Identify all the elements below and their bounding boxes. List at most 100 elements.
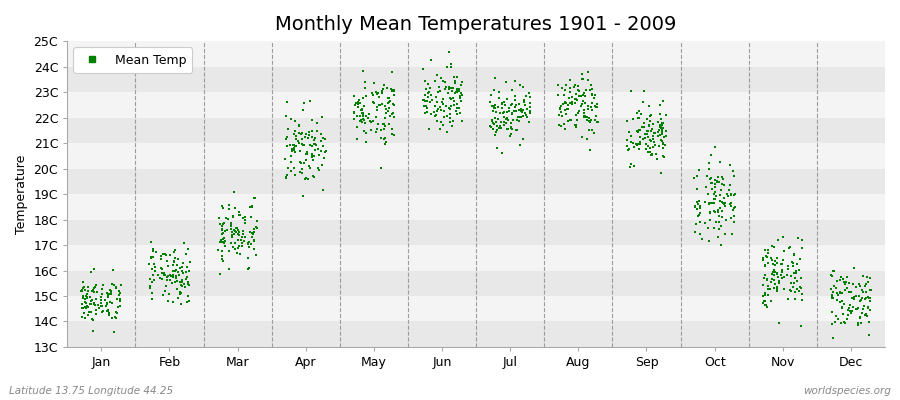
Point	[764, 298, 778, 304]
Point	[446, 98, 461, 104]
Point	[862, 319, 877, 325]
Point	[656, 144, 670, 151]
Point	[622, 129, 636, 136]
Point	[824, 273, 839, 280]
Point	[777, 286, 791, 292]
Point	[508, 96, 522, 103]
Point	[688, 229, 702, 236]
Point	[215, 247, 230, 254]
Point	[175, 282, 189, 289]
Point	[168, 246, 183, 253]
Point	[347, 116, 362, 122]
Point	[444, 96, 458, 102]
Point	[657, 134, 671, 140]
Point	[176, 240, 191, 246]
Point	[637, 120, 652, 126]
Point	[645, 136, 660, 142]
Point	[303, 165, 318, 172]
Point	[230, 225, 244, 231]
Point	[104, 288, 118, 294]
Point	[631, 115, 645, 122]
Point	[148, 268, 163, 274]
Point	[112, 288, 126, 294]
Point	[630, 110, 644, 116]
Point	[508, 78, 522, 84]
Point	[583, 146, 598, 153]
Point	[287, 128, 302, 134]
Point	[382, 95, 396, 102]
Point	[231, 245, 246, 252]
Point	[782, 287, 796, 293]
Point	[442, 84, 456, 90]
Point	[308, 135, 322, 141]
Point	[852, 314, 867, 320]
Point	[486, 121, 500, 127]
Point	[350, 136, 365, 142]
Point	[176, 270, 190, 276]
Point	[418, 77, 432, 84]
Point	[703, 210, 717, 216]
Point	[644, 152, 659, 158]
Point	[302, 163, 316, 170]
Point	[824, 286, 838, 292]
Point	[852, 292, 867, 299]
Point	[688, 204, 702, 210]
Point	[219, 214, 233, 221]
Point	[572, 92, 586, 99]
Point	[711, 209, 725, 216]
Point	[103, 286, 117, 293]
Point	[646, 133, 661, 139]
Point	[589, 104, 603, 110]
Point	[565, 100, 580, 106]
Point	[492, 95, 507, 101]
Point	[176, 259, 190, 266]
Point	[295, 170, 310, 176]
Point	[702, 238, 716, 244]
Point	[770, 270, 784, 276]
Point	[440, 113, 454, 120]
Point	[569, 95, 583, 102]
Point	[86, 317, 100, 324]
Point	[230, 224, 244, 231]
Point	[726, 206, 741, 213]
Point	[771, 320, 786, 326]
Point	[517, 84, 531, 90]
Point	[580, 116, 594, 123]
Point	[227, 231, 241, 237]
Point	[358, 139, 373, 145]
Point	[770, 288, 784, 294]
Point	[305, 143, 320, 150]
Point	[558, 107, 572, 114]
Point	[374, 90, 389, 96]
Point	[361, 110, 375, 117]
Point	[588, 103, 602, 109]
Point	[565, 94, 580, 100]
Point	[105, 300, 120, 307]
Point	[366, 98, 381, 105]
Point	[227, 189, 241, 195]
Point	[760, 250, 775, 256]
Point	[490, 127, 504, 133]
Point	[423, 84, 437, 91]
Point	[235, 243, 249, 249]
Point	[173, 278, 187, 285]
Point	[424, 57, 438, 64]
Point	[175, 279, 189, 285]
Point	[314, 138, 328, 144]
Point	[580, 106, 595, 112]
Point	[856, 273, 870, 280]
Point	[159, 274, 174, 280]
Point	[518, 109, 532, 116]
Point	[418, 110, 432, 116]
Point	[94, 309, 109, 315]
Point	[444, 106, 458, 112]
Point	[418, 98, 432, 104]
Point	[450, 88, 464, 95]
Point	[632, 126, 646, 133]
Point	[436, 101, 450, 107]
Point	[854, 320, 868, 326]
Point	[286, 142, 301, 148]
Point	[167, 278, 182, 285]
Point	[421, 90, 436, 96]
Point	[838, 320, 852, 326]
